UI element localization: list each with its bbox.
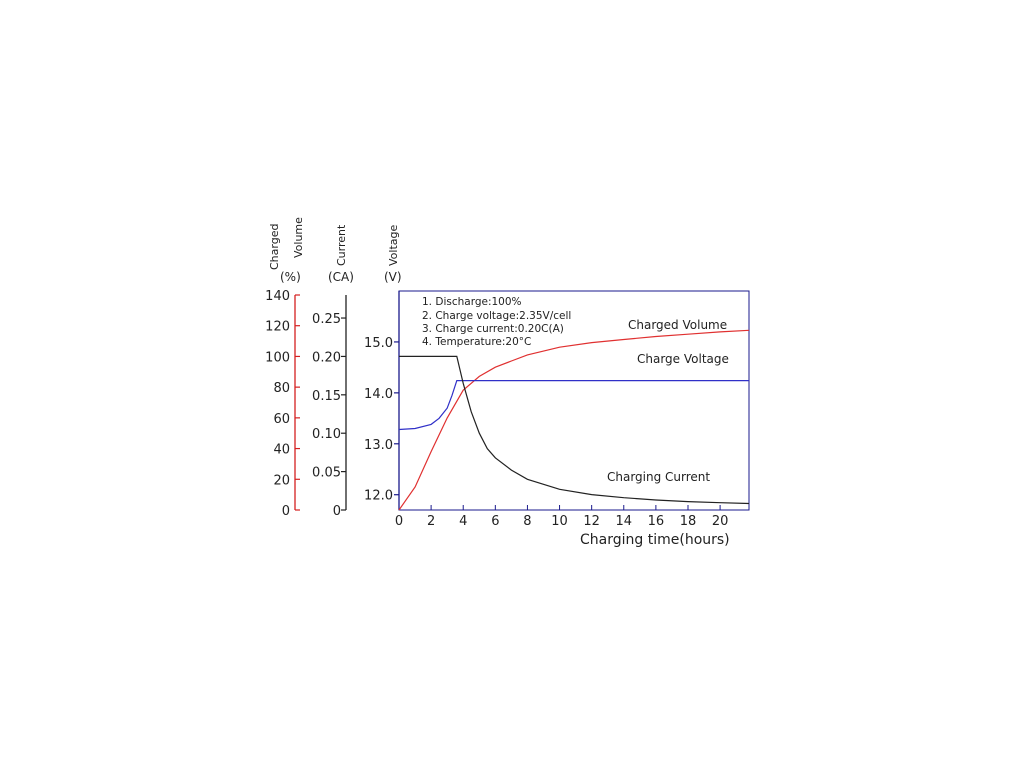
axis-tick-label: 0: [282, 504, 290, 519]
charged-volume-label: Charged: [268, 224, 281, 270]
voltage-axis-unit: (V): [384, 270, 402, 284]
voltage-axis-label: Voltage: [387, 225, 400, 266]
condition-1: 1. Discharge:100%: [422, 296, 522, 308]
current-axis: 0 0.05 0.10 0.15 0.20 0.25: [312, 295, 347, 519]
x-axis-title: Charging time(hours): [580, 532, 730, 548]
volume-label: Volume: [292, 217, 305, 258]
axis-tick-label: 0: [333, 504, 341, 519]
x-tick-label: 0: [395, 514, 403, 529]
annotation-charging-current: Charging Current: [607, 470, 710, 484]
voltage-axis: 12.0 13.0 14.0 15.0: [364, 291, 400, 510]
x-tick-label: 18: [680, 514, 697, 529]
axis-tick-label: 12.0: [364, 489, 393, 504]
x-tick-label: 6: [491, 514, 499, 529]
series-line-charge-voltage: [398, 380, 749, 431]
axis-tick-label: 13.0: [364, 438, 393, 453]
axis-tick-label: 20: [273, 473, 290, 488]
axis-tick-label: 0.15: [312, 389, 341, 404]
condition-4: 4. Temperature:20°C: [422, 336, 531, 348]
charged-volume-axis: 0 20 40 60 80 100 120 140: [265, 289, 300, 519]
axis-tick-label: 60: [273, 412, 290, 427]
axis-tick-label: 100: [265, 350, 290, 365]
axis-tick-label: 0.05: [312, 466, 341, 481]
condition-2: 2. Charge voltage:2.35V/cell: [422, 310, 571, 322]
axis-tick-label: 0.25: [312, 312, 341, 327]
x-tick-label: 8: [523, 514, 531, 529]
x-tick-label: 2: [427, 514, 435, 529]
axis-tick-label: 15.0: [364, 336, 393, 351]
axis-tick-label: 0.10: [312, 427, 341, 442]
series-line-charged-volume: [398, 329, 750, 511]
x-axis: 0 2 4 6 8 10 12 14 16 18 20: [395, 505, 729, 529]
axis-tick-label: 14.0: [364, 387, 393, 402]
x-tick-label: 14: [615, 514, 632, 529]
axis-tick-label: 140: [265, 289, 290, 304]
plot-frame: [398, 290, 750, 511]
series-line-charging-current: [399, 355, 750, 505]
x-tick-label: 16: [648, 514, 665, 529]
annotation-charge-voltage: Charge Voltage: [637, 352, 729, 366]
condition-3: 3. Charge current:0.20C(A): [422, 323, 564, 335]
axis-tick-label: 80: [273, 381, 290, 396]
x-tick-label: 4: [459, 514, 467, 529]
axis-tick-label: 0.20: [312, 350, 341, 365]
axis-tick-label: 40: [273, 443, 290, 458]
current-axis-label: Current: [335, 224, 348, 266]
series-layer: [398, 329, 750, 511]
charged-volume-unit: (%): [280, 270, 301, 284]
x-tick-label: 12: [583, 514, 600, 529]
axis-tick-label: 120: [265, 320, 290, 335]
current-axis-unit: (CA): [328, 270, 354, 284]
annotation-charged-volume: Charged Volume: [628, 318, 727, 332]
x-tick-label: 10: [551, 514, 568, 529]
x-tick-label: 20: [712, 514, 729, 529]
